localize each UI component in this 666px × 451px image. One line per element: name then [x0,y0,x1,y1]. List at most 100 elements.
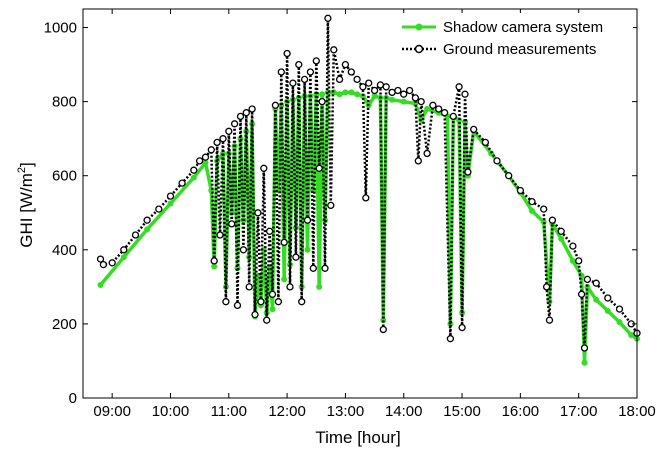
series-line [99,90,638,365]
data-point [380,317,387,324]
data-point [400,98,407,105]
data-point [216,231,224,239]
data-point [167,200,174,207]
data-point [219,135,227,143]
data-point [569,257,576,264]
x-tick-label: 11:00 [211,403,247,420]
data-point [604,307,611,314]
data-point [400,90,408,98]
data-point [277,68,285,76]
data-point [389,96,396,103]
data-point [440,109,449,117]
series-0 [97,89,640,366]
data-point [315,164,323,172]
data-point [455,83,463,91]
y-tick-label: 0 [69,390,77,407]
data-point [446,335,455,343]
data-point [269,306,276,313]
data-point [190,166,198,174]
data-point [274,298,283,306]
x-tick-label: 09:00 [93,403,131,420]
data-point [628,332,635,338]
data-point [289,79,297,87]
data-point [280,238,288,247]
data-point [516,186,525,195]
ticks-layer: 09:00 10:00 11:00 12:00 13:00 14:00 15:00 16:00… [44,9,656,420]
data-point [248,105,256,113]
data-point [558,235,565,242]
data-point [342,89,349,96]
data-point [575,257,583,265]
data-point [458,323,466,332]
data-point [580,344,589,352]
data-point [300,75,309,84]
data-point [225,127,233,135]
data-point [120,246,128,254]
data-point [470,125,478,134]
data-point [365,79,373,87]
y-tick-label: 1000 [44,20,77,37]
data-point [257,298,265,306]
data-point [493,157,501,165]
data-point [202,159,209,166]
data-point [505,172,513,180]
data-point [341,60,350,69]
y-tick-label: 600 [52,168,77,185]
data-point [347,68,355,76]
data-point [405,86,414,95]
data-point [304,246,311,253]
data-point [330,46,338,54]
data-point [286,283,294,291]
x-tick-label: 17:00 [560,403,598,420]
data-point [295,60,303,69]
data-point [593,296,600,303]
data-point [327,201,335,210]
data-point [388,88,396,97]
data-point [359,83,367,91]
data-point [281,276,288,283]
data-point [316,283,323,290]
data-point [592,279,600,287]
data-point [242,109,250,117]
data-point [376,81,385,89]
data-point [417,97,425,106]
x-tick-label: 10:00 [152,403,190,420]
data-point [283,49,291,58]
data-point [449,112,457,121]
data-point [178,179,186,187]
data-point [540,205,548,213]
data-point [529,207,535,214]
data-point [268,290,277,298]
y-axis-label: GHI [W/m2] [16,162,36,247]
data-point [228,220,236,228]
data-point [321,264,329,272]
data-point [312,57,320,65]
data-point [604,294,612,302]
data-point [429,101,437,109]
y-axis-label-main: GHI [W/m [17,173,36,248]
data-point [99,260,108,269]
data-point [577,290,586,298]
data-point [423,149,431,158]
y-tick-label: 800 [52,94,77,111]
data-point [414,157,422,165]
data-point [239,246,248,254]
data-point [254,209,262,217]
data-point [435,105,443,113]
data-point [96,255,105,263]
data-point [251,310,259,319]
data-point [201,153,210,161]
data-point [371,93,378,100]
data-point [210,257,218,265]
data-point [616,319,623,326]
data-point [394,86,402,95]
data-point [271,101,280,109]
data-point [528,197,536,206]
data-point [324,14,332,22]
data-point [318,97,326,106]
legend-marker-ground [414,44,424,54]
y-axis-label-sup: 2 [16,167,28,173]
data-point [190,174,197,181]
data-point [481,138,490,147]
data-point [207,146,215,154]
